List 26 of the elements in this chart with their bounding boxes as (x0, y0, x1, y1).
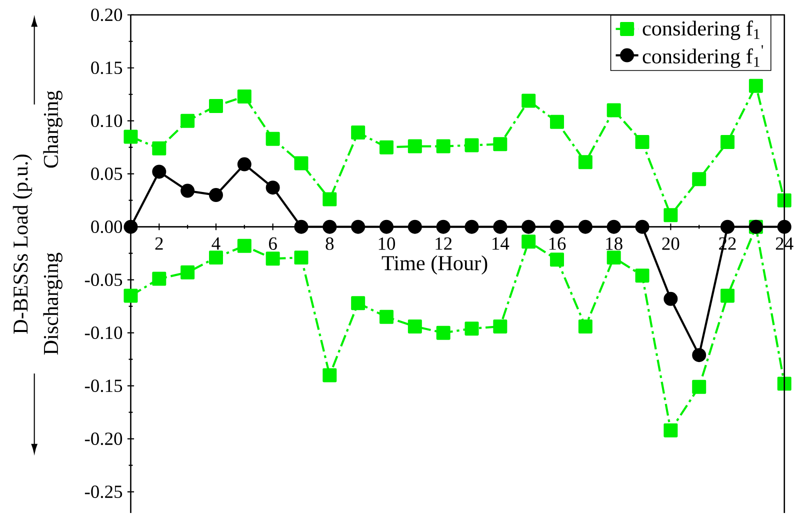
x-tick-label: 18 (606, 238, 622, 250)
text: Charging (43, 90, 62, 168)
y-tick-label: -0.10 (84, 326, 122, 340)
y-tick-label: 0.00 (91, 220, 122, 234)
y-tick-label: -0.15 (84, 380, 122, 392)
x-tick-label: 10 (378, 238, 396, 250)
legend-label: considering f$_{1}$' (642, 45, 764, 68)
y-tick-label: 0.20 (91, 8, 122, 22)
x-tick-label: 16 (549, 238, 566, 250)
x-tick-label: 2 (155, 238, 163, 250)
x-tick-label: 12 (436, 238, 452, 250)
y-axis-title: D-BESSs Load (p.u.) (12, 154, 32, 334)
x-tick-label: 20 (662, 238, 680, 250)
y-tick-label: -0.05 (84, 274, 122, 286)
legend-label: considering f$_{1}$ (642, 20, 760, 40)
y-tick-label: 0.05 (91, 168, 122, 180)
y-tick-label: -0.20 (84, 432, 122, 446)
x-tick-label: 6 (268, 238, 277, 250)
y-tick-label: -0.25 (84, 486, 122, 498)
x-axis-title: Time (Hour) (382, 256, 488, 275)
y-tick-label: 0.10 (91, 114, 122, 128)
x-tick-label: 14 (492, 238, 510, 250)
x-tick-label: 4 (212, 238, 220, 250)
x-tick-label: 8 (326, 238, 334, 250)
text: Discharging (43, 252, 62, 355)
y-tick-label: 0.15 (91, 62, 122, 74)
